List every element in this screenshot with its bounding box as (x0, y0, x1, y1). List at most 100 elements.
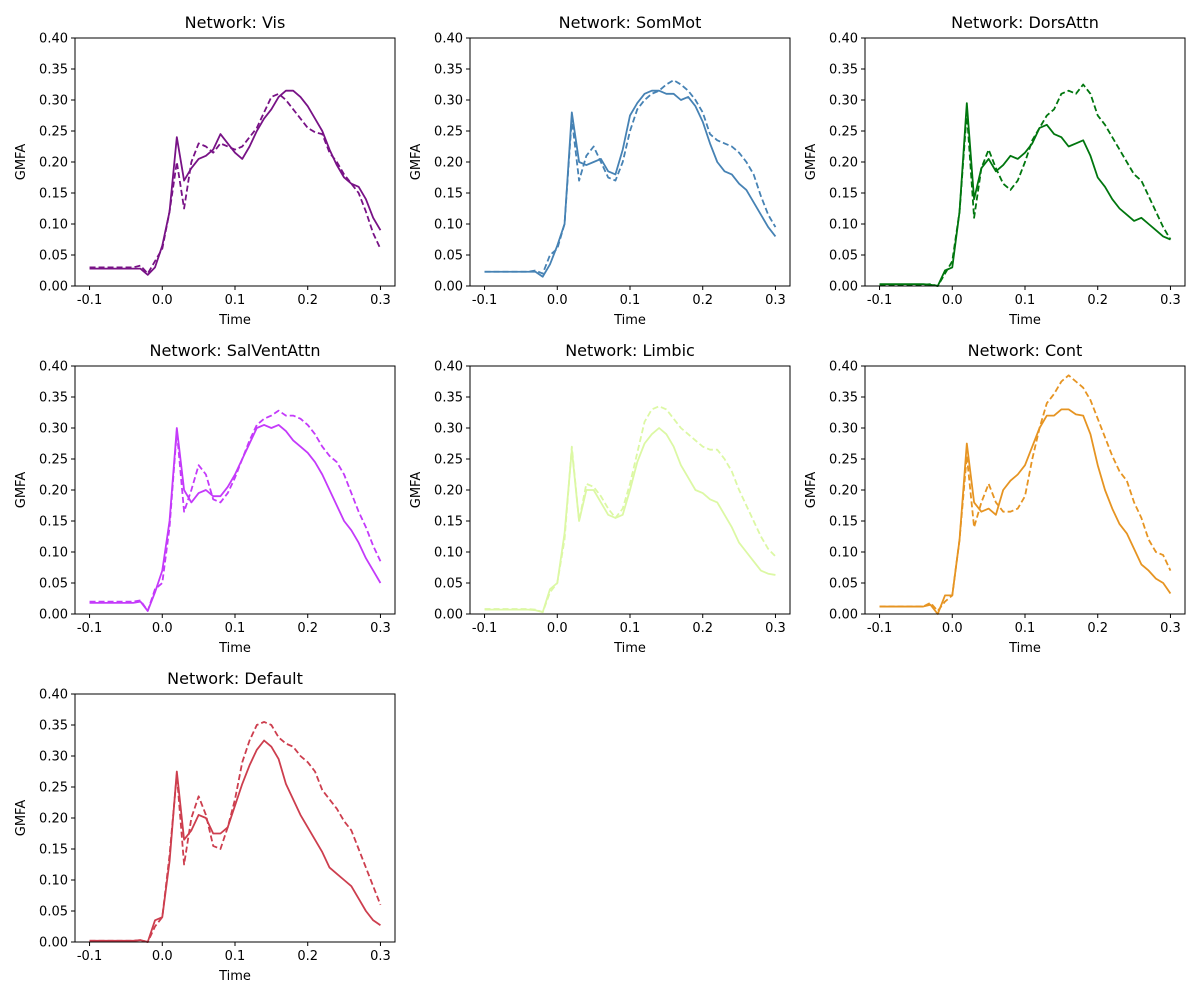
x-tick-label: 0.2 (297, 949, 318, 964)
y-tick-label: 0.25 (829, 453, 858, 468)
x-tick-label: -0.1 (77, 293, 102, 308)
data-line (89, 409, 382, 612)
x-axis-label: Time (613, 313, 646, 328)
x-tick-label: 0.0 (942, 621, 963, 636)
data-line (89, 739, 381, 943)
data-line (484, 79, 777, 275)
x-tick-label: 0.1 (225, 293, 246, 308)
y-tick-label: 0.35 (39, 391, 68, 406)
y-tick-label: 0.15 (434, 515, 463, 530)
x-tick-label: 0.3 (1160, 621, 1181, 636)
y-axis-label: GMFA (804, 472, 819, 509)
data-line (89, 89, 382, 276)
x-tick-label: -0.1 (867, 621, 892, 636)
y-tick-label: 0.15 (39, 515, 68, 530)
y-tick-label: 0.25 (39, 125, 68, 140)
axes-frame (74, 37, 396, 287)
y-tick-label: 0.00 (829, 280, 858, 295)
x-tick-label: 0.2 (692, 293, 713, 308)
x-tick-label: -0.1 (472, 621, 497, 636)
x-tick-label: 0.1 (620, 621, 641, 636)
y-tick-label: 0.05 (434, 577, 463, 592)
data-line (484, 89, 777, 278)
y-tick-label: 0.40 (39, 360, 68, 375)
subplot-title: Network: Cont (968, 341, 1083, 360)
x-tick-label: 0.3 (370, 949, 391, 964)
subplot-title: Network: Default (167, 669, 303, 688)
y-tick-label: 0.35 (829, 391, 858, 406)
y-tick-label: 0.35 (39, 719, 68, 734)
axes-frame (74, 693, 396, 943)
x-tick-label: -0.1 (77, 949, 102, 964)
y-tick-label: 0.00 (434, 608, 463, 623)
y-axis-label: GMFA (14, 800, 29, 837)
data-line (879, 83, 1172, 287)
x-tick-label: -0.1 (472, 293, 497, 308)
x-tick-label: -0.1 (77, 621, 102, 636)
x-axis-label: Time (1008, 641, 1041, 656)
y-tick-label: 0.10 (39, 874, 68, 889)
data-line (89, 424, 382, 612)
subplot-title: Network: DorsAttn (951, 13, 1099, 32)
y-tick-label: 0.00 (829, 608, 858, 623)
y-tick-label: 0.15 (39, 843, 68, 858)
subplot-title: Network: SalVentAttn (150, 341, 321, 360)
x-tick-label: 0.2 (1087, 293, 1108, 308)
y-tick-label: 0.20 (829, 484, 858, 499)
y-tick-label: 0.35 (434, 391, 463, 406)
y-tick-label: 0.05 (39, 249, 68, 264)
y-tick-label: 0.30 (39, 94, 68, 109)
x-tick-label: 0.0 (547, 621, 568, 636)
y-tick-label: 0.35 (829, 63, 858, 78)
y-tick-label: 0.05 (829, 249, 858, 264)
y-tick-label: 0.25 (39, 781, 68, 796)
y-tick-label: 0.10 (434, 546, 463, 561)
x-tick-label: -0.1 (867, 293, 892, 308)
x-axis-label: Time (1008, 313, 1041, 328)
y-tick-label: 0.40 (829, 360, 858, 375)
y-tick-label: 0.00 (39, 608, 68, 623)
axes-frame (469, 365, 791, 615)
y-tick-label: 0.25 (434, 125, 463, 140)
x-axis-label: Time (613, 641, 646, 656)
data-line (484, 405, 777, 614)
y-axis-label: GMFA (409, 144, 424, 181)
y-tick-label: 0.15 (829, 515, 858, 530)
y-tick-label: 0.40 (39, 688, 68, 703)
x-tick-label: 0.2 (297, 621, 318, 636)
x-tick-label: 0.2 (1087, 621, 1108, 636)
y-tick-label: 0.05 (39, 577, 68, 592)
x-tick-label: 0.1 (620, 293, 641, 308)
y-tick-label: 0.30 (39, 422, 68, 437)
x-tick-label: 0.3 (765, 621, 786, 636)
y-tick-label: 0.15 (39, 187, 68, 202)
x-axis-label: Time (218, 969, 251, 984)
x-tick-label: 0.0 (152, 293, 173, 308)
axes-frame (469, 37, 791, 287)
y-tick-label: 0.30 (434, 422, 463, 437)
y-tick-label: 0.20 (434, 484, 463, 499)
y-tick-label: 0.40 (39, 32, 68, 47)
y-tick-label: 0.00 (39, 280, 68, 295)
y-tick-label: 0.35 (39, 63, 68, 78)
data-line (879, 374, 1172, 612)
data-line (89, 92, 382, 275)
subplot-title: Network: Limbic (565, 341, 695, 360)
subplot-title: Network: SomMot (559, 13, 702, 32)
y-tick-label: 0.20 (39, 812, 68, 827)
y-tick-label: 0.10 (39, 546, 68, 561)
y-tick-label: 0.20 (39, 484, 68, 499)
y-tick-label: 0.20 (434, 156, 463, 171)
y-tick-label: 0.40 (434, 32, 463, 47)
y-tick-label: 0.30 (829, 422, 858, 437)
axes-frame (74, 365, 396, 615)
y-axis-label: GMFA (14, 472, 29, 509)
y-axis-label: GMFA (14, 144, 29, 181)
y-tick-label: 0.35 (434, 63, 463, 78)
y-tick-label: 0.00 (39, 936, 68, 951)
y-tick-label: 0.10 (39, 218, 68, 233)
y-tick-label: 0.25 (434, 453, 463, 468)
x-axis-label: Time (218, 313, 251, 328)
data-line (879, 408, 1172, 615)
